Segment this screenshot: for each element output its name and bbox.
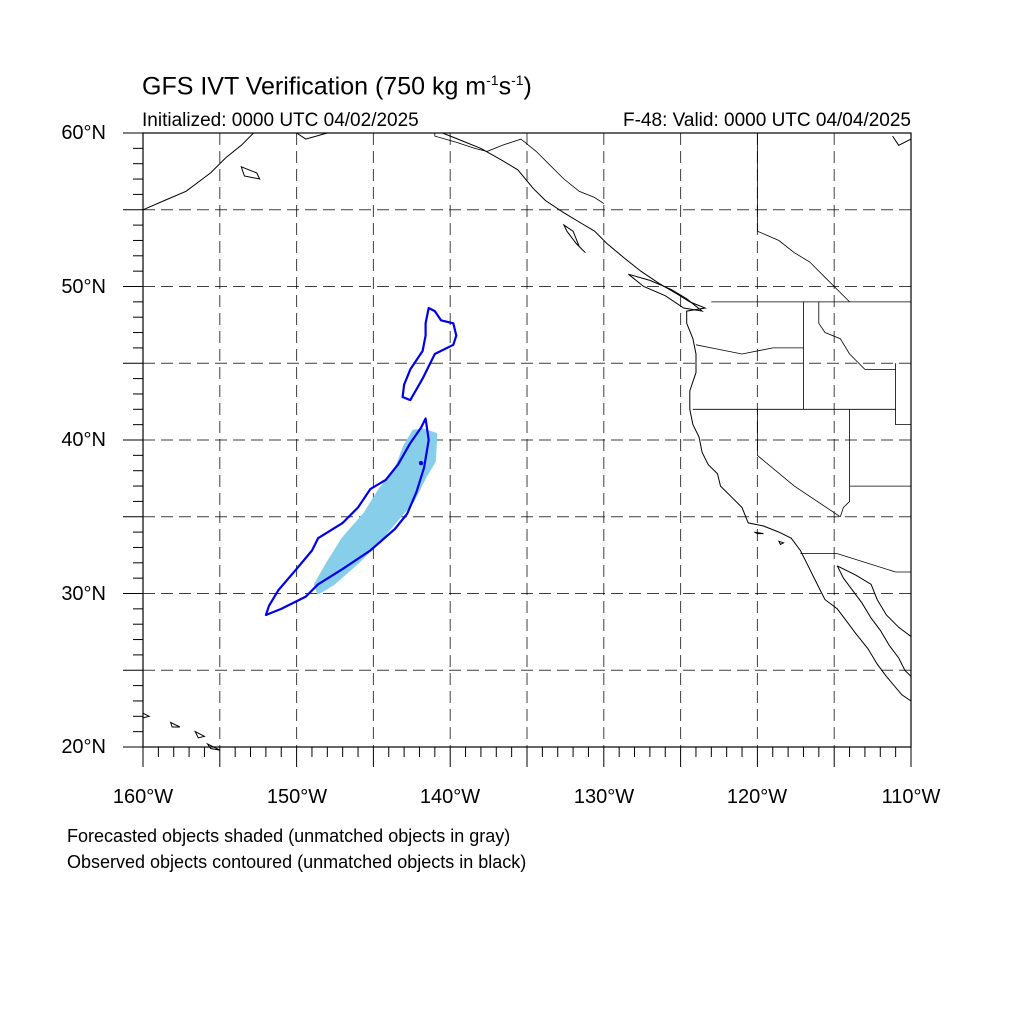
island-outline	[194, 730, 206, 739]
coastline-segment	[442, 132, 912, 702]
border-line	[839, 409, 850, 517]
lon-label-160w: 160°W	[112, 786, 174, 808]
initialized-time: Initialized: 0000 UTC 04/02/2025	[142, 110, 419, 131]
lat-label-50: 50°N	[61, 276, 106, 298]
graticule-grid	[143, 133, 911, 747]
forecast-object-shaded	[314, 428, 438, 595]
island-outline	[562, 223, 586, 254]
island-outline	[628, 273, 704, 312]
island-outline	[142, 712, 151, 719]
observed-objects	[264, 306, 458, 617]
border-line	[800, 553, 911, 573]
coastline-segment	[142, 132, 254, 211]
border-line	[757, 409, 841, 518]
axis-ticks	[123, 132, 912, 767]
border-line	[434, 133, 605, 204]
lon-label-150w: 150°W	[266, 786, 328, 808]
lon-label-110w: 110°W	[881, 786, 941, 808]
lon-label-120w: 120°W	[726, 786, 788, 808]
coastline-segment	[837, 565, 912, 637]
chart-title: GFS IVT Verification (750 kg m-1s-1)	[142, 72, 532, 101]
lat-label-40: 40°N	[61, 429, 106, 451]
lat-label-30: 30°N	[61, 583, 106, 605]
border-line	[818, 301, 896, 370]
lat-label-60: 60°N	[61, 122, 106, 144]
map-frame	[142, 132, 912, 748]
border-line	[757, 133, 850, 303]
island-outline	[240, 165, 261, 180]
island-outline	[777, 540, 785, 546]
border-line	[895, 363, 911, 426]
forecast-note: Forecasted objects shaded (unmatched obj…	[67, 826, 511, 846]
coastline-segment	[892, 135, 912, 146]
island-outline	[169, 721, 181, 728]
lon-label-140w: 140°W	[419, 786, 481, 808]
observed-note: Observed objects contoured (unmatched ob…	[67, 852, 527, 872]
border-line	[695, 344, 804, 355]
island-outline	[754, 531, 764, 535]
political-borders	[434, 133, 911, 573]
observed-contour-point	[418, 460, 424, 466]
observed-contour-south	[264, 417, 430, 617]
coastline-segment	[296, 132, 328, 140]
coastlines	[142, 132, 912, 751]
forecast-objects	[314, 428, 438, 595]
valid-time: F-48: Valid: 0000 UTC 04/04/2025	[623, 110, 911, 131]
lon-label-130w: 130°W	[573, 786, 635, 808]
lat-label-20: 20°N	[61, 736, 106, 758]
coastline-segment	[836, 565, 912, 677]
observed-contour-north	[401, 306, 458, 402]
